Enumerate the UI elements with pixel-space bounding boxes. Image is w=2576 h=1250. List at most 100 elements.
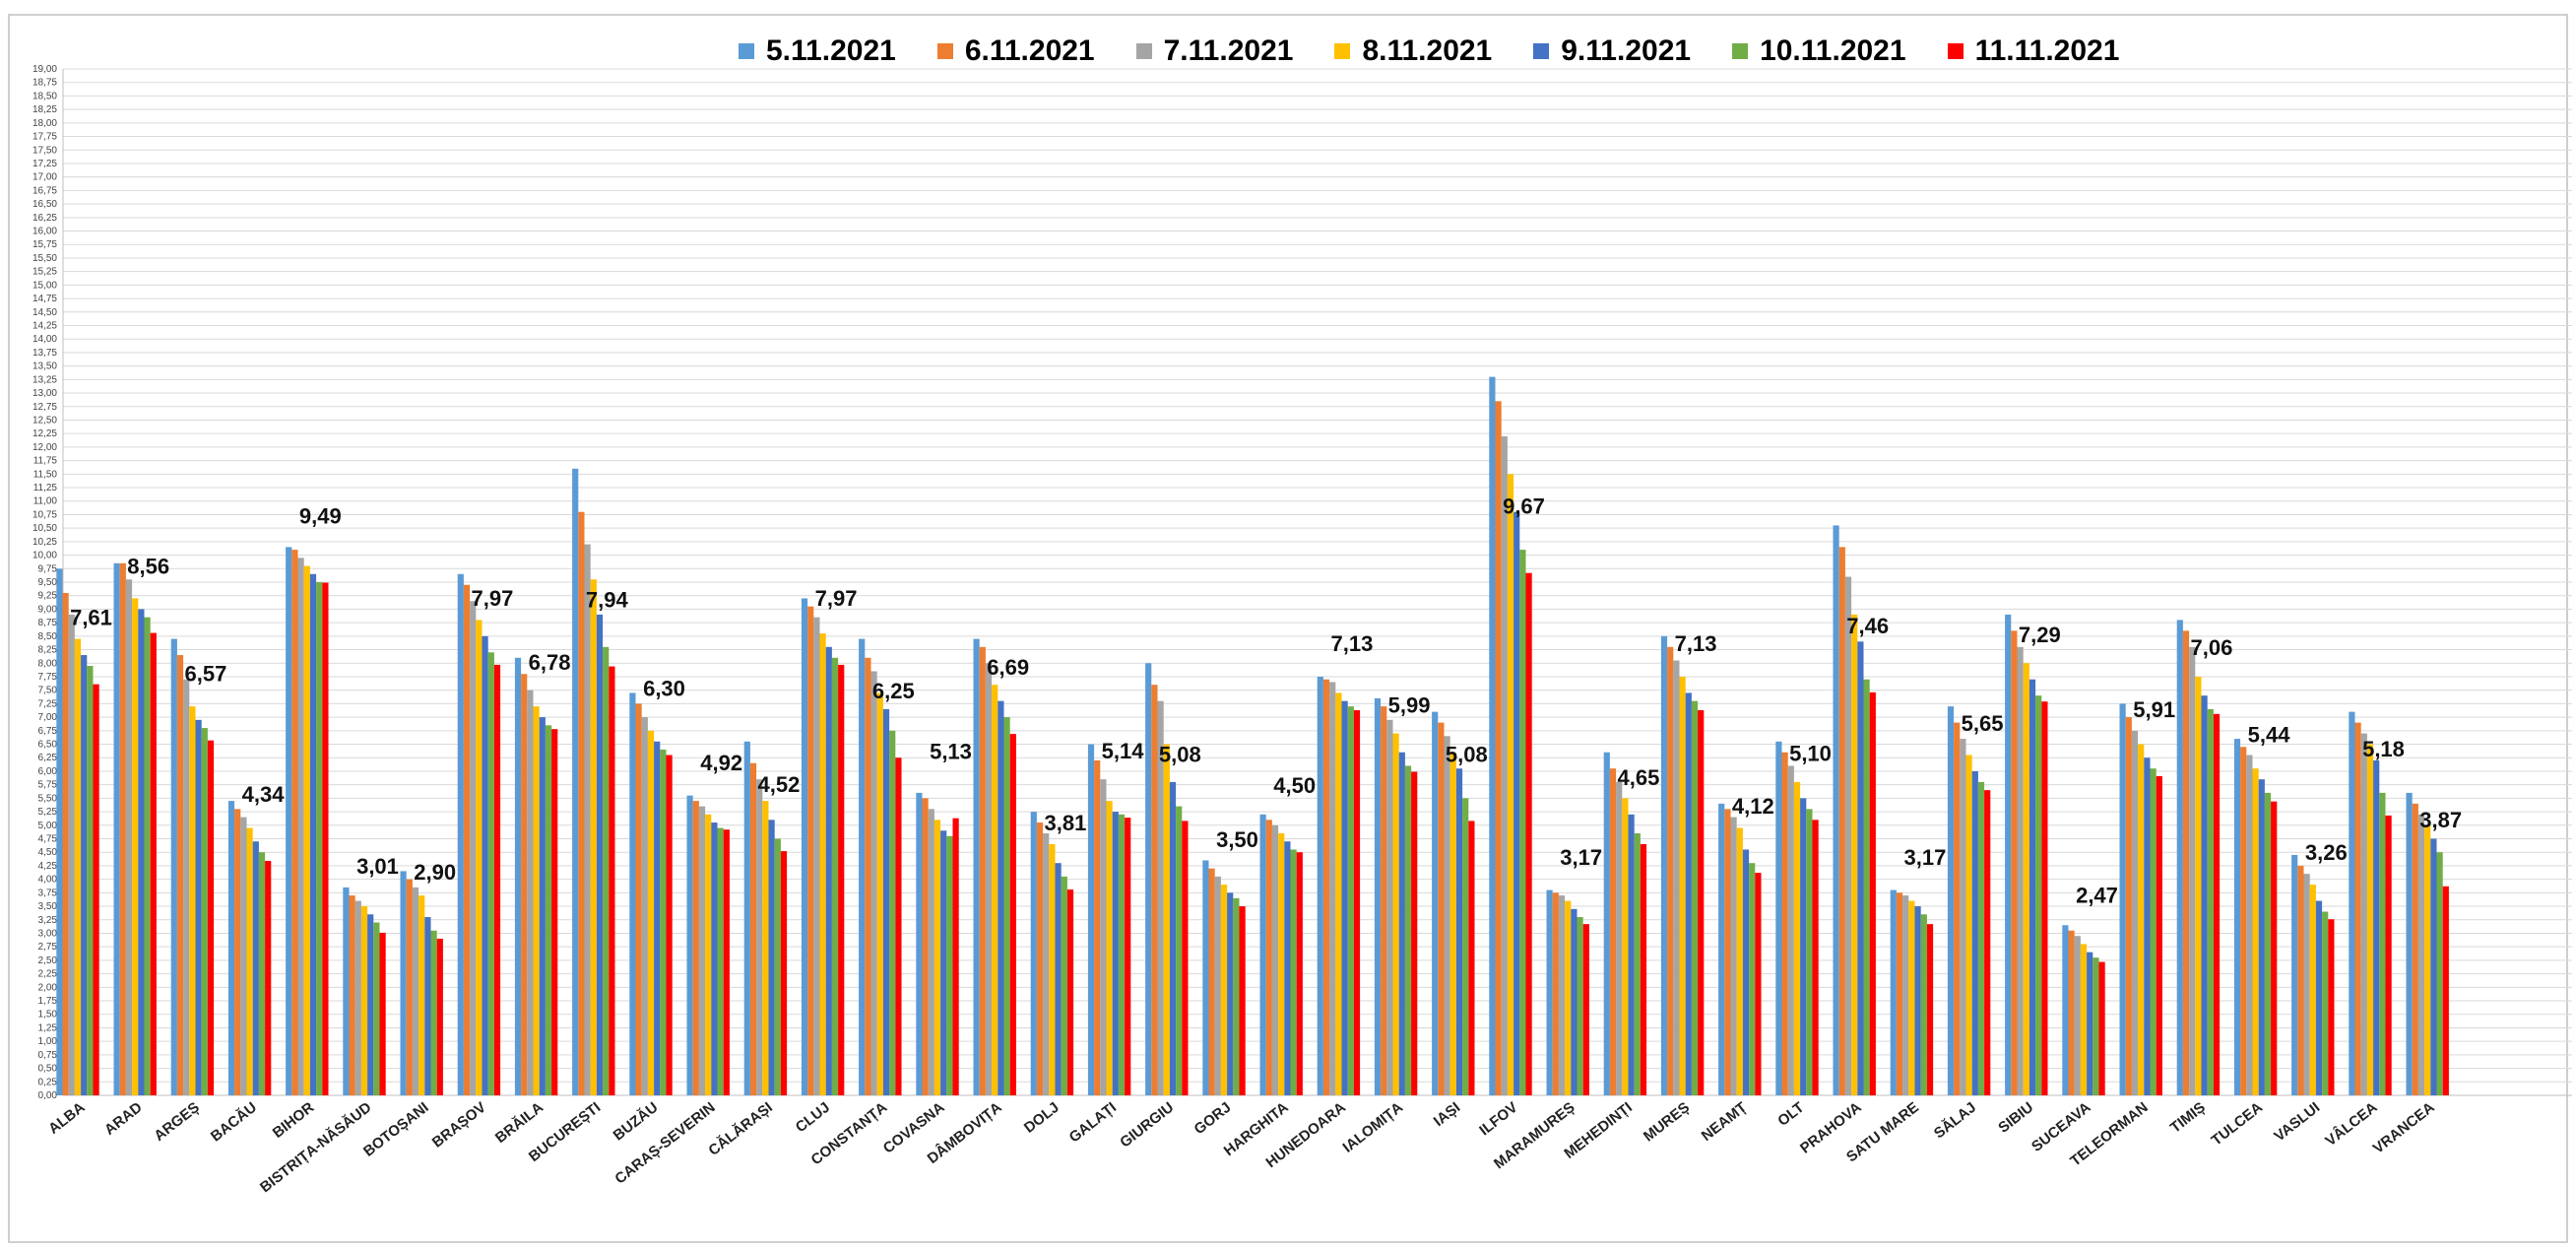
bar xyxy=(297,558,304,1095)
data-label: 5,14 xyxy=(1102,739,1145,763)
bar xyxy=(234,809,241,1095)
bar xyxy=(1806,809,1813,1095)
bar xyxy=(207,740,215,1095)
bar xyxy=(2264,792,2272,1095)
bar xyxy=(2156,775,2162,1095)
bar xyxy=(343,887,350,1095)
data-label: 5,18 xyxy=(2362,737,2405,761)
bar xyxy=(1106,801,1113,1095)
bar xyxy=(1157,700,1164,1095)
bar xyxy=(1455,768,1463,1095)
data-label: 3,26 xyxy=(2305,840,2348,865)
bar xyxy=(367,914,374,1095)
y-tick-label: 9,75 xyxy=(38,563,58,574)
bar xyxy=(360,906,368,1095)
bar xyxy=(1863,679,1870,1095)
bar xyxy=(246,827,253,1095)
bar xyxy=(609,666,615,1095)
bar xyxy=(749,762,757,1095)
bar xyxy=(1582,924,1589,1095)
y-tick-label: 16,00 xyxy=(32,227,57,237)
legend-label: 5.11.2021 xyxy=(766,34,896,67)
x-tick-label: CLUJ xyxy=(793,1099,833,1137)
bar xyxy=(2074,936,2081,1095)
bar xyxy=(1489,376,1496,1096)
bar xyxy=(1066,889,1074,1095)
x-tick-label: TULCEA xyxy=(2209,1099,2267,1150)
bar xyxy=(521,674,528,1095)
y-tick-label: 7,25 xyxy=(38,698,58,709)
bar xyxy=(2189,646,2196,1095)
bar xyxy=(1730,817,1737,1095)
x-tick-label: SIBIU xyxy=(1995,1099,2036,1137)
data-label: 7,13 xyxy=(1330,631,1373,656)
bar xyxy=(1145,663,1152,1095)
bar xyxy=(1628,814,1635,1095)
bar xyxy=(551,729,558,1095)
bar xyxy=(1118,814,1126,1095)
y-tick-label: 13,50 xyxy=(32,362,57,372)
legend-swatch xyxy=(1135,43,1152,59)
bar xyxy=(1227,892,1234,1095)
data-label: 4,50 xyxy=(1273,773,1316,798)
bar xyxy=(1565,900,1572,1095)
chart-legend: 5.11.2021 6.11.2021 7.11.2021 8.11.2021 9.11… xyxy=(739,30,2119,73)
bar xyxy=(2150,768,2157,1095)
x-tick-label: GALAȚI xyxy=(1066,1099,1120,1147)
y-tick-label: 3,25 xyxy=(38,915,58,926)
bar xyxy=(74,638,82,1095)
bar xyxy=(985,663,993,1095)
legend-label: 11.11.2021 xyxy=(1974,34,2120,67)
bar xyxy=(349,895,355,1095)
y-tick-label: 8,00 xyxy=(38,658,58,669)
x-tick-label: BRĂILA xyxy=(492,1099,547,1147)
bar xyxy=(1698,709,1705,1095)
bar xyxy=(654,741,661,1095)
bar xyxy=(2098,961,2105,1095)
bar xyxy=(1317,676,1323,1095)
bar xyxy=(2068,930,2075,1095)
data-label: 7,29 xyxy=(2019,623,2061,647)
data-label: 7,97 xyxy=(815,586,858,611)
y-tick-label: 11,00 xyxy=(33,496,58,507)
bar xyxy=(1552,892,1559,1095)
bar xyxy=(1890,889,1897,1095)
bar xyxy=(2195,676,2202,1095)
x-axis-labels: ALBA ARAD ARGEȘ BACĂU BIHORBISTRIȚA-NĂSĂUDBO… xyxy=(45,1098,2438,1196)
bar xyxy=(692,801,699,1095)
bar xyxy=(666,755,673,1095)
bar xyxy=(1507,474,1514,1095)
bar xyxy=(2201,695,2208,1095)
y-tick-label: 8,25 xyxy=(38,645,58,656)
bar xyxy=(1609,768,1617,1095)
bar xyxy=(436,938,443,1095)
bar xyxy=(1622,798,1629,1095)
bar xyxy=(1571,908,1578,1095)
x-tick-label: IALOMIȚA xyxy=(1339,1099,1406,1156)
bar xyxy=(1449,752,1456,1095)
data-labels: 7,61 8,56 6,57 4,34 9,49 3,01 2,90 7,97 6,78 7,94… xyxy=(70,494,2462,908)
legend-label: 8.11.2021 xyxy=(1362,34,1493,67)
bar xyxy=(2062,925,2069,1095)
bar xyxy=(227,801,235,1095)
y-tick-label: 10,00 xyxy=(32,551,57,561)
y-tick-label: 1,50 xyxy=(38,1010,58,1020)
bar xyxy=(2017,646,2024,1095)
bar xyxy=(1239,906,1246,1095)
bar xyxy=(1030,812,1037,1095)
y-tick-label: 3,50 xyxy=(38,901,58,912)
bar xyxy=(1271,824,1279,1095)
bar xyxy=(711,822,718,1095)
bar xyxy=(1616,781,1623,1095)
bar xyxy=(68,614,75,1095)
y-tick-label: 2,50 xyxy=(38,955,58,966)
x-tick-label: NEAMȚ xyxy=(1699,1099,1750,1145)
bar xyxy=(952,818,959,1095)
y-tick-label: 17,25 xyxy=(32,159,57,169)
bar xyxy=(2379,792,2386,1095)
bar xyxy=(1386,719,1393,1095)
bar xyxy=(801,598,808,1095)
bar xyxy=(419,895,425,1095)
y-tick-label: 3,00 xyxy=(38,928,58,939)
bar xyxy=(1787,765,1794,1095)
